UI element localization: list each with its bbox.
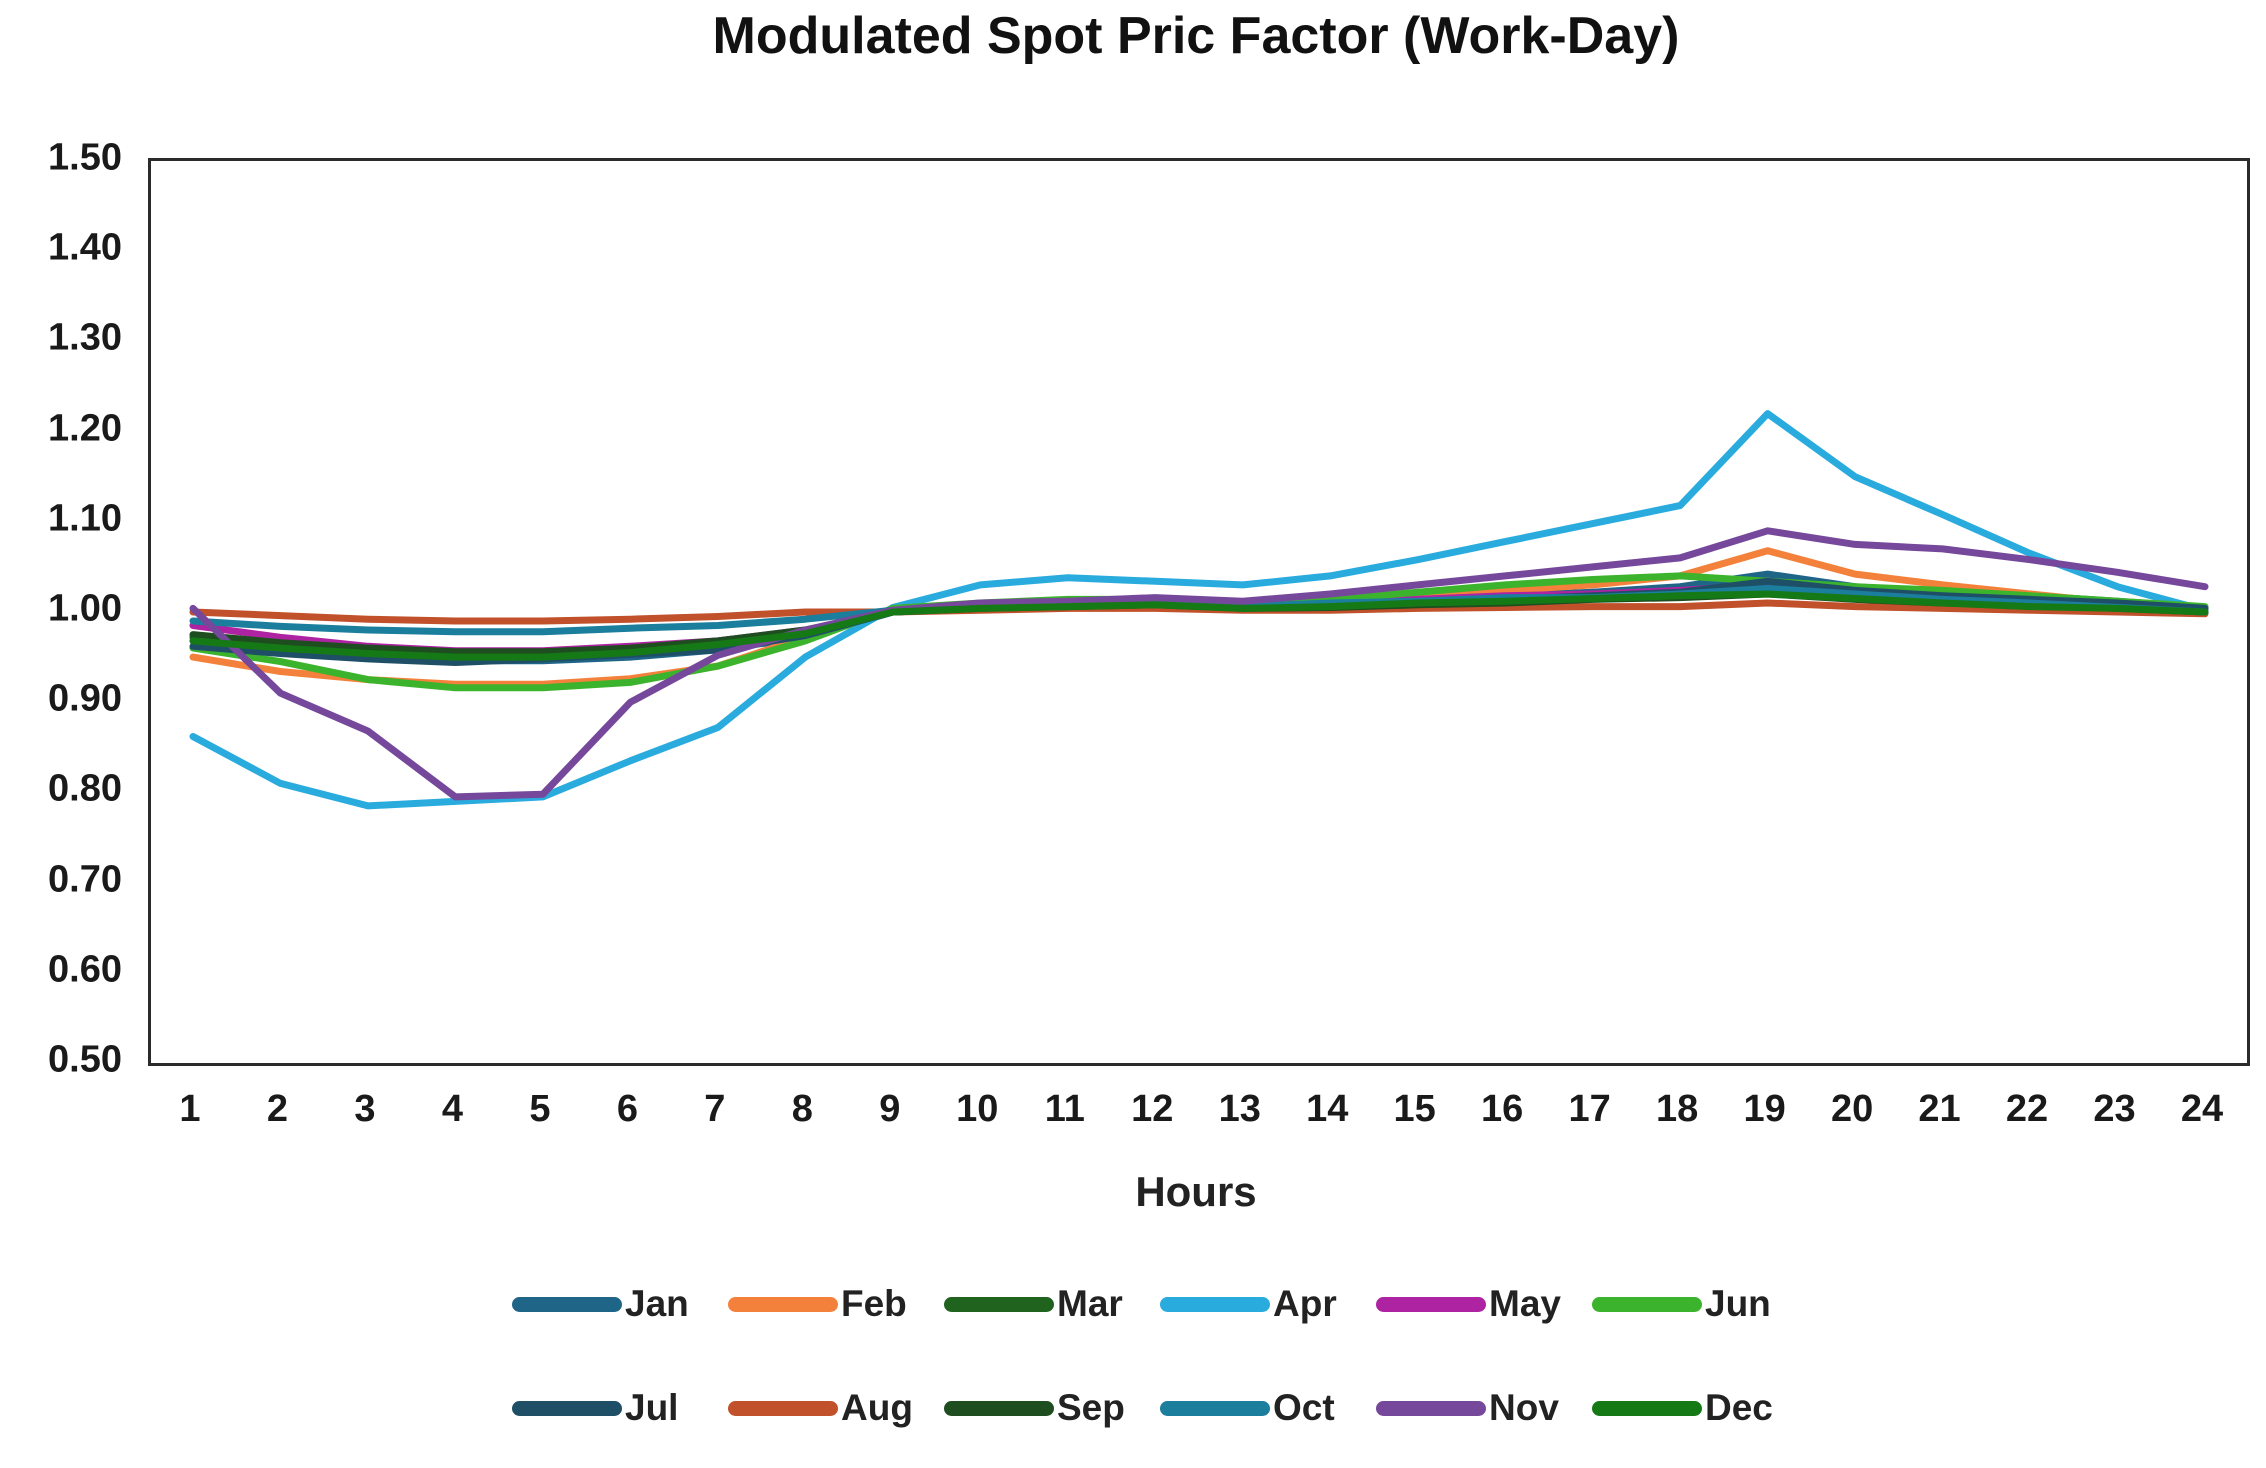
legend-item-aug: Aug: [728, 1387, 944, 1429]
x-axis-title: Hours: [1135, 1168, 1257, 1215]
legend-swatch-jul: [512, 1400, 622, 1416]
legend-label-jun: Jun: [1705, 1283, 1771, 1324]
legend-item-dec: Dec: [1592, 1387, 1808, 1429]
y-tick-label: 0.50: [48, 1038, 122, 1081]
plot-area: [148, 158, 2250, 1066]
x-tick-label: 18: [1655, 1088, 1699, 1130]
legend-item-jul: Jul: [512, 1387, 728, 1429]
legend-swatch-aug: [728, 1400, 838, 1416]
legend-label-jan: Jan: [625, 1283, 689, 1324]
x-tick-label: 9: [879, 1088, 901, 1130]
y-tick-label: 1.20: [48, 407, 122, 450]
legend-label-sep: Sep: [1057, 1387, 1125, 1428]
x-tick-label: 17: [1568, 1088, 1611, 1130]
legend-item-sep: Sep: [944, 1387, 1160, 1429]
x-tick-label: 8: [791, 1088, 813, 1130]
legend-swatch-apr: [1160, 1296, 1270, 1312]
y-tick-label: 1.30: [48, 316, 122, 359]
legend-label-jul: Jul: [625, 1387, 679, 1428]
series-line-dec: [189, 590, 2209, 661]
legend-label-feb: Feb: [841, 1283, 907, 1324]
legend-label-oct: Oct: [1273, 1387, 1335, 1428]
y-tick-label: 1.10: [48, 497, 122, 540]
x-tick-label: 15: [1393, 1088, 1436, 1130]
legend-item-apr: Apr: [1160, 1283, 1376, 1325]
x-tick-label: 4: [441, 1088, 463, 1130]
legend-item-nov: Nov: [1376, 1387, 1592, 1429]
y-tick-label: 1.50: [48, 136, 122, 179]
legend-label-mar: Mar: [1057, 1283, 1123, 1324]
y-tick-label: 0.90: [48, 677, 122, 720]
x-tick-label: 6: [616, 1088, 638, 1130]
x-tick-label: 3: [354, 1088, 376, 1130]
legend-label-dec: Dec: [1705, 1387, 1773, 1428]
x-tick-label: 20: [1830, 1088, 1874, 1130]
legend-swatch-oct: [1160, 1400, 1270, 1416]
legend-swatch-jun: [1592, 1296, 1702, 1312]
x-tick-label: 12: [1131, 1088, 1174, 1130]
legend-item-mar: Mar: [944, 1283, 1160, 1325]
x-tick-label: 13: [1218, 1088, 1261, 1130]
x-tick-label: 7: [704, 1088, 726, 1130]
x-tick-label: 22: [2005, 1088, 2049, 1130]
legend-item-jan: Jan: [512, 1283, 728, 1325]
legend-label-apr: Apr: [1273, 1283, 1337, 1324]
y-tick-label: 0.80: [48, 767, 122, 810]
series-line-nov: [189, 527, 2209, 801]
legend-swatch-nov: [1376, 1400, 1486, 1416]
x-tick-label: 1: [179, 1088, 201, 1130]
legend-item-feb: Feb: [728, 1283, 944, 1325]
line-chart-canvas: [189, 410, 2209, 810]
y-tick-label: 1.40: [48, 226, 122, 269]
x-tick-label: 5: [529, 1088, 551, 1130]
x-tick-label: 24: [2180, 1088, 2224, 1130]
y-tick-label: 0.60: [48, 948, 122, 991]
x-tick-label: 14: [1306, 1088, 1349, 1130]
legend-swatch-jan: [512, 1296, 622, 1312]
x-tick-label: 2: [266, 1088, 289, 1130]
legend-swatch-may: [1376, 1296, 1486, 1312]
legend-item-jun: Jun: [1592, 1283, 1808, 1325]
y-tick-label: 1.00: [48, 587, 122, 630]
chart-title: Modulated Spot Pric Factor (Work-Day): [712, 7, 1680, 65]
legend-item-may: May: [1376, 1283, 1592, 1325]
x-tick-label: 19: [1743, 1088, 1786, 1130]
x-tick-label: 23: [2093, 1088, 2136, 1130]
x-tick-label: 21: [1918, 1088, 1961, 1130]
legend-swatch-feb: [728, 1296, 838, 1312]
legend-label-nov: Nov: [1489, 1387, 1559, 1428]
legend-swatch-mar: [944, 1296, 1054, 1312]
chart-legend: Jan Feb Mar Apr May Jun Jul Aug Sep Oct Nov Dec: [512, 1268, 1808, 1444]
legend-item-oct: Oct: [1160, 1387, 1376, 1429]
legend-label-may: May: [1489, 1283, 1561, 1324]
legend-swatch-sep: [944, 1400, 1054, 1416]
y-tick-label: 0.70: [48, 858, 122, 901]
x-tick-label: 10: [956, 1088, 999, 1130]
x-tick-label: 16: [1481, 1088, 1524, 1130]
legend-swatch-dec: [1592, 1400, 1702, 1416]
legend-label-aug: Aug: [841, 1387, 913, 1428]
x-tick-label: 11: [1044, 1088, 1085, 1130]
